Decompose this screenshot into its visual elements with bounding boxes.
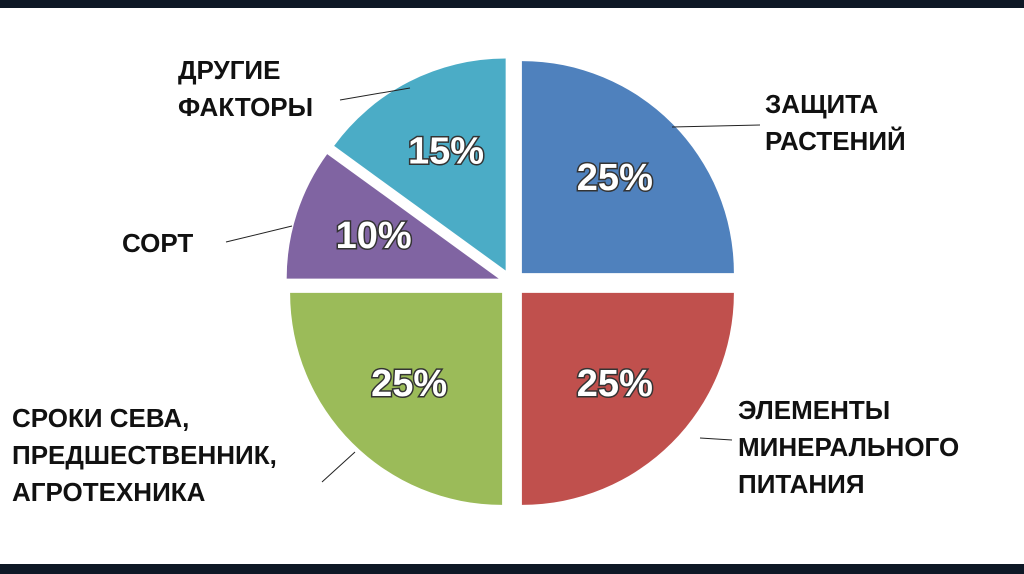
leader-line	[225, 225, 293, 243]
pie-slice	[286, 154, 499, 279]
pie-slice	[290, 292, 503, 505]
slide	[0, 8, 1024, 564]
leader-line	[321, 451, 356, 483]
category-label: СРОКИ СЕВА, ПРЕДШЕСТВЕННИК, АГРОТЕХНИКА	[12, 403, 277, 507]
leader-line	[339, 87, 411, 101]
category-label: ЗАЩИТА РАСТЕНИЙ	[765, 89, 906, 156]
leader-line	[671, 124, 761, 128]
category-label: СОРТ	[122, 228, 194, 258]
pie-slice	[521, 292, 734, 505]
value-label: 25%	[577, 157, 653, 199]
pie-slice	[521, 61, 734, 274]
value-label: 25%	[577, 363, 653, 405]
category-label: ЭЛЕМЕНТЫ МИНЕРАЛЬНОГО ПИТАНИЯ	[738, 395, 960, 499]
value-label: 25%	[371, 363, 447, 405]
value-label: 15%	[408, 130, 484, 172]
pie-slice	[334, 58, 506, 271]
value-label: 10%	[336, 215, 412, 257]
leader-line	[699, 437, 733, 441]
category-label: ДРУГИЕ ФАКТОРЫ	[178, 55, 314, 122]
